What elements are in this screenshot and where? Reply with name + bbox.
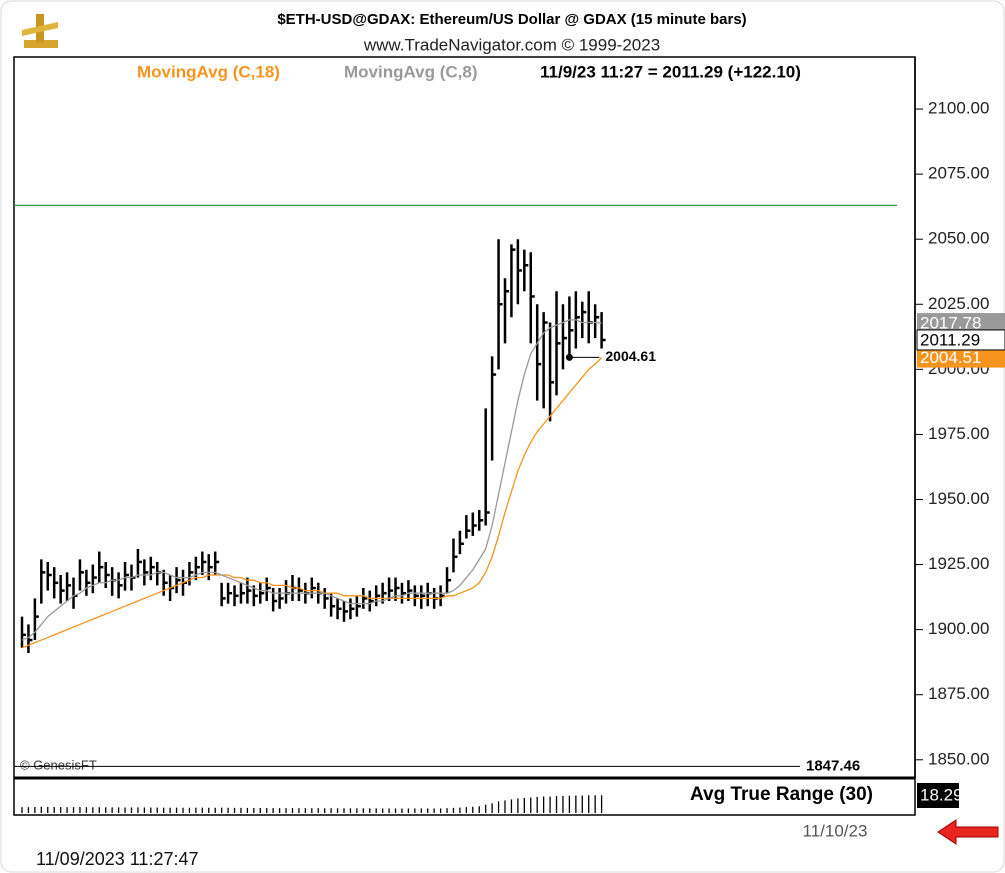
info-text: 11/9/23 11:27 = 2011.29 (+122.10): [540, 62, 801, 81]
range-low-label: 1847.46: [806, 757, 860, 774]
value-box-label: 2004.51: [920, 348, 981, 367]
chart-title: $ETH-USD@GDAX: Ethereum/US Dollar @ GDAX…: [277, 11, 746, 28]
logo: [22, 14, 58, 48]
y-tick-label: 2075.00: [928, 164, 989, 183]
arrow-icon[interactable]: [937, 819, 999, 845]
y-tick-label: 2100.00: [928, 99, 989, 118]
value-box-label: 2011.29: [920, 330, 980, 349]
indicator-value-label: 18.29: [920, 785, 963, 804]
y-tick-label: 2050.00: [928, 229, 989, 248]
y-tick-label: 1975.00: [928, 424, 989, 443]
y-tick-label: 1925.00: [928, 554, 989, 573]
watermark: © GenesisFT: [20, 757, 97, 772]
legend-entry: MovingAvg (C,18): [137, 62, 280, 81]
x-date-label: 11/10/23: [803, 821, 868, 840]
y-tick-label: 1950.00: [928, 489, 989, 508]
moving-average-line: [21, 357, 603, 649]
indicator-value-box: [917, 783, 959, 808]
moving-average-line: [21, 319, 602, 641]
value-box: [916, 329, 1005, 351]
chart-subtitle: www.TradeNavigator.com © 1999-2023: [363, 35, 660, 54]
y-tick-label: 1900.00: [928, 619, 989, 638]
value-box: [917, 313, 1005, 334]
timestamp: 11/09/2023 11:27:47: [36, 849, 198, 869]
value-box: [917, 347, 1005, 368]
annotation-label: 2004.61: [605, 348, 656, 364]
y-tick-label: 1850.00: [928, 749, 989, 768]
indicator-name: Avg True Range (30): [690, 784, 873, 805]
legend-entry: MovingAvg (C,8): [344, 62, 477, 81]
y-tick-label: 1875.00: [928, 684, 989, 703]
value-box-label: 2017.78: [920, 314, 981, 333]
y-tick-label: 2025.00: [928, 294, 989, 313]
